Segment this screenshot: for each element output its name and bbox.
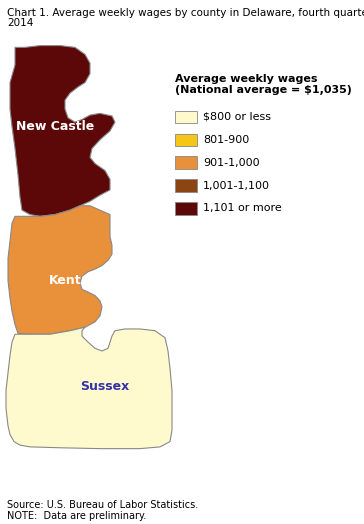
Bar: [175, 111, 197, 123]
Text: Average weekly wages
(National average = $1,035): Average weekly wages (National average =…: [175, 74, 352, 95]
Text: 801-900: 801-900: [203, 135, 249, 145]
Polygon shape: [8, 206, 112, 334]
Bar: [175, 202, 197, 214]
Text: Chart 1. Average weekly wages by county in Delaware, fourth quarter: Chart 1. Average weekly wages by county …: [7, 8, 364, 18]
Text: Sussex: Sussex: [80, 380, 130, 392]
Text: New Castle: New Castle: [16, 120, 94, 133]
Text: $800 or less: $800 or less: [203, 112, 271, 122]
Bar: [175, 179, 197, 192]
Text: 901-1,000: 901-1,000: [203, 158, 260, 168]
Bar: [175, 134, 197, 146]
Polygon shape: [6, 327, 172, 449]
Text: 2014: 2014: [7, 18, 33, 28]
Text: 1,101 or more: 1,101 or more: [203, 203, 282, 213]
Text: Source: U.S. Bureau of Labor Statistics.
NOTE:  Data are preliminary.: Source: U.S. Bureau of Labor Statistics.…: [7, 500, 198, 521]
Bar: [175, 157, 197, 169]
Text: Kent: Kent: [49, 274, 81, 287]
Text: 1,001-1,100: 1,001-1,100: [203, 181, 270, 191]
Polygon shape: [10, 46, 115, 216]
